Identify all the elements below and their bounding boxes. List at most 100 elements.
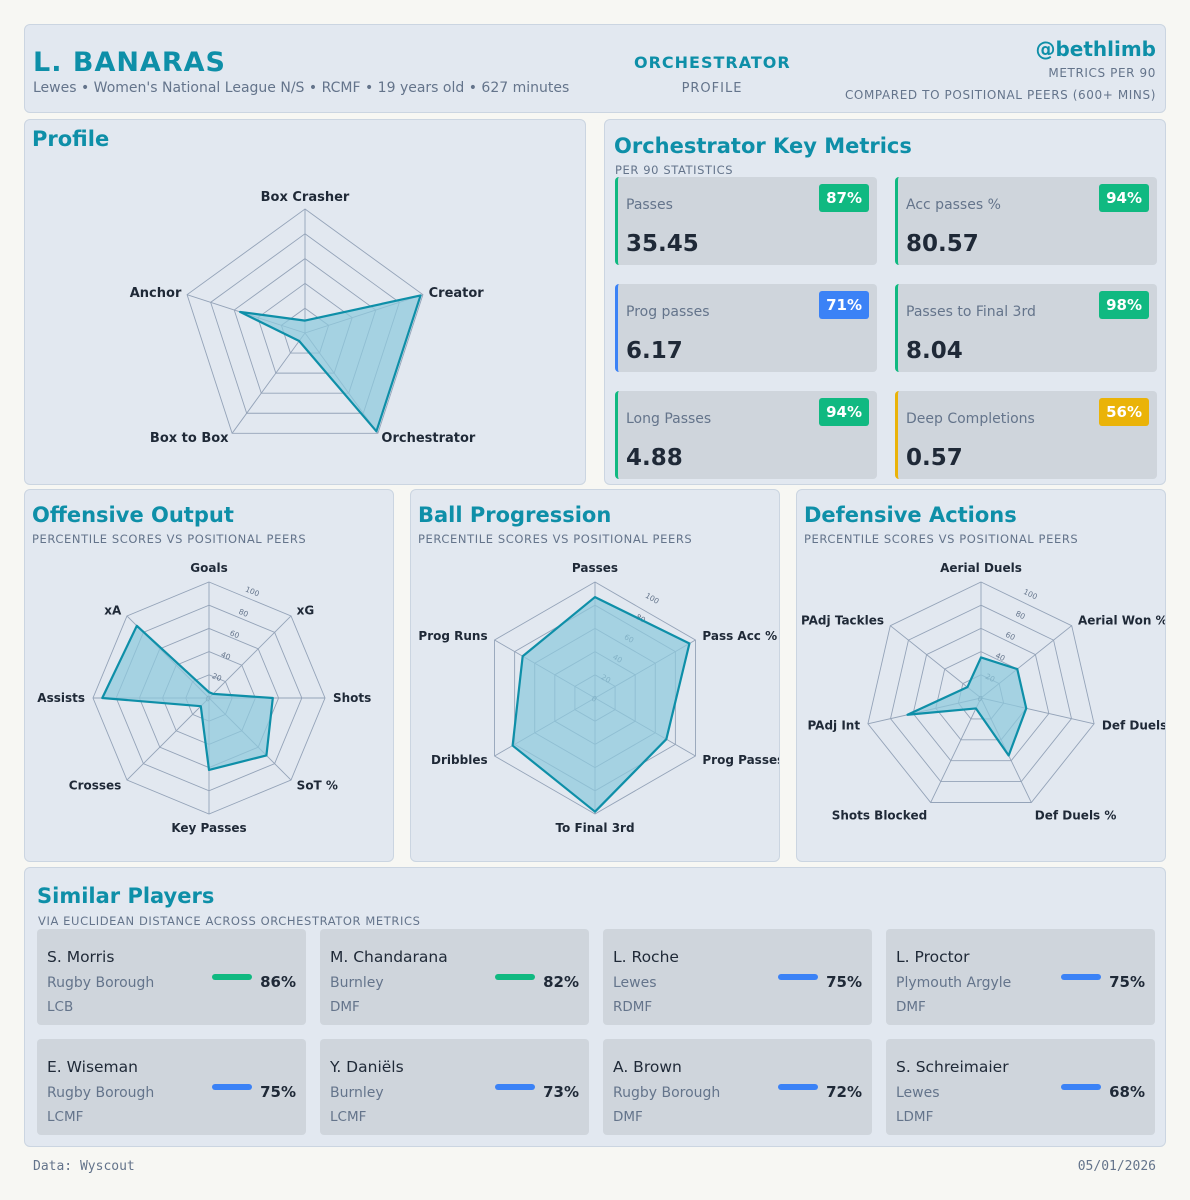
radar-category-label: Def Duels [1102,719,1165,733]
radar-axis-line [930,697,982,803]
similarity-score: 75% [1109,973,1145,991]
radar-category-label: Aerial Duels [940,561,1022,575]
metric-label: Prog passes [626,304,710,320]
player-club: Rugby Borough [613,1085,721,1101]
metric-value: 35.45 [626,231,699,257]
player-name: S. Morris [47,948,115,966]
similar-player-card[interactable]: L. Proctor Plymouth Argyle DMF 75% [886,929,1155,1025]
similarity-bar [1061,974,1101,980]
radar-tick-label: 100 [644,591,661,606]
profile-title: Profile [32,127,110,151]
radar-category-label: SoT % [297,779,338,793]
defensive-actions-panel: Defensive Actions PERCENTILE SCORES VS P… [796,489,1166,862]
radar-category-label: Anchor [130,286,182,301]
progression-title: Ball Progression [418,503,612,527]
metric-card-deep-completions: Deep Completions 0.57 56% [895,391,1157,479]
metric-card-passes-final-third: Passes to Final 3rd 8.04 98% [895,284,1157,372]
similarity-bar [778,1084,818,1090]
percentile-badge: 94% [819,398,869,426]
similar-player-card[interactable]: E. Wiseman Rugby Borough LCMF 75% [37,1039,306,1135]
player-position: LCMF [47,1109,84,1125]
similar-title: Similar Players [37,884,215,908]
similarity-bar [212,974,252,980]
radar-grid-ring [233,258,377,394]
offensive-output-panel: Offensive Output PERCENTILE SCORES VS PO… [24,489,394,862]
similar-player-card[interactable]: Y. Daniëls Burnley LCMF 73% [320,1039,589,1135]
radar-data-polygon [906,656,1028,757]
radar-category-label: Prog Runs [418,629,487,643]
player-position: DMF [896,999,926,1015]
radar-tick-label: 80 [237,607,249,619]
percentile-badge: 56% [1099,398,1149,426]
radar-tick-label: 60 [228,628,240,640]
profile-radar-chart: Box Crasher Creator Orchestrator Box to Box… [130,190,485,446]
report-date: 05/01/2026 [1077,1159,1156,1174]
radar-category-label: Box Crasher [261,190,350,205]
similar-player-card[interactable]: M. Chandarana Burnley DMF 82% [320,929,589,1025]
similarity-score: 73% [543,1083,579,1101]
player-position: LCMF [330,1109,367,1125]
percentile-badge: 94% [1099,184,1149,212]
similarity-score: 82% [543,973,579,991]
player-position: DMF [613,1109,643,1125]
profile-panel: Profile Box Crasher Creator Orchestrator Bo… [24,119,586,485]
player-name: L. BANARAS [33,47,226,78]
metric-label: Long Passes [626,411,712,427]
metric-value: 80.57 [906,231,979,257]
metric-value: 0.57 [906,445,963,471]
player-position: LDMF [896,1109,934,1125]
radar-tick-label: 100 [1022,587,1039,601]
similar-player-card[interactable]: L. Roche Lewes RDMF 75% [603,929,872,1025]
percentile-badge: 87% [819,184,869,212]
radar-tick-label: 40 [220,650,232,662]
player-meta: Lewes • Women's National League N/S • RC… [33,80,570,96]
radar-category-label: xA [104,603,122,617]
offense-radar-chart: 020406080100GoalsxGShotsSoT %Key PassesC… [37,561,371,835]
radar-category-label: Passes [572,561,618,575]
similarity-score: 68% [1109,1083,1145,1101]
key-metrics-panel: Orchestrator Key Metrics PER 90 STATISTI… [604,119,1166,485]
radar-data-polygon [511,595,691,813]
role-title: ORCHESTRATOR [634,53,791,72]
progression-subtitle: PERCENTILE SCORES VS POSITIONAL PEERS [418,532,693,546]
metric-label: Passes [626,197,673,213]
radar-grid-ring [912,627,1050,762]
radar-data-polygon [101,624,274,772]
player-club: Lewes [896,1085,940,1101]
role-subtitle: PROFILE [681,81,743,96]
player-club: Plymouth Argyle [896,975,1012,991]
player-club: Lewes [613,975,657,991]
similar-player-card[interactable]: S. Schreimaier Lewes LDMF 68% [886,1039,1155,1135]
similar-player-card[interactable]: S. Morris Rugby Borough LCB 86% [37,929,306,1025]
radar-category-label: Assists [37,691,85,705]
radar-tick-label: 80 [1014,609,1027,621]
radar-category-label: Prog Passes [702,753,779,767]
radar-category-label: Key Passes [171,821,246,835]
ball-progression-panel: Ball Progression PERCENTILE SCORES VS PO… [410,489,780,862]
metric-card-acc-passes: Acc passes % 80.57 94% [895,177,1157,265]
percentile-badge: 98% [1099,291,1149,319]
similar-player-card[interactable]: A. Brown Rugby Borough DMF 72% [603,1039,872,1135]
radar-category-label: Shots Blocked [832,809,928,823]
player-position: LCB [47,999,74,1015]
player-name: M. Chandarana [330,948,448,966]
metric-card-prog-passes: Prog passes 6.17 71% [615,284,877,372]
radar-axis-line [890,625,982,699]
player-name: L. Roche [613,948,679,966]
player-name: L. Proctor [896,948,970,966]
radar-category-label: PAdj Tackles [801,614,884,628]
radar-category-label: Goals [190,561,227,575]
player-club: Rugby Borough [47,975,155,991]
player-position: DMF [330,999,360,1015]
radar-category-label: To Final 3rd [555,821,634,835]
radar-category-label: xG [297,603,315,617]
player-name: A. Brown [613,1058,682,1076]
player-position: RDMF [613,999,653,1015]
metric-label: Deep Completions [906,411,1035,427]
radar-grid-ring [890,604,1072,783]
metric-label: Acc passes % [906,197,1001,213]
defense-subtitle: PERCENTILE SCORES VS POSITIONAL PEERS [804,532,1079,546]
radar-axis-line [126,697,210,781]
metric-value: 8.04 [906,338,963,364]
player-club: Burnley [330,1085,384,1101]
